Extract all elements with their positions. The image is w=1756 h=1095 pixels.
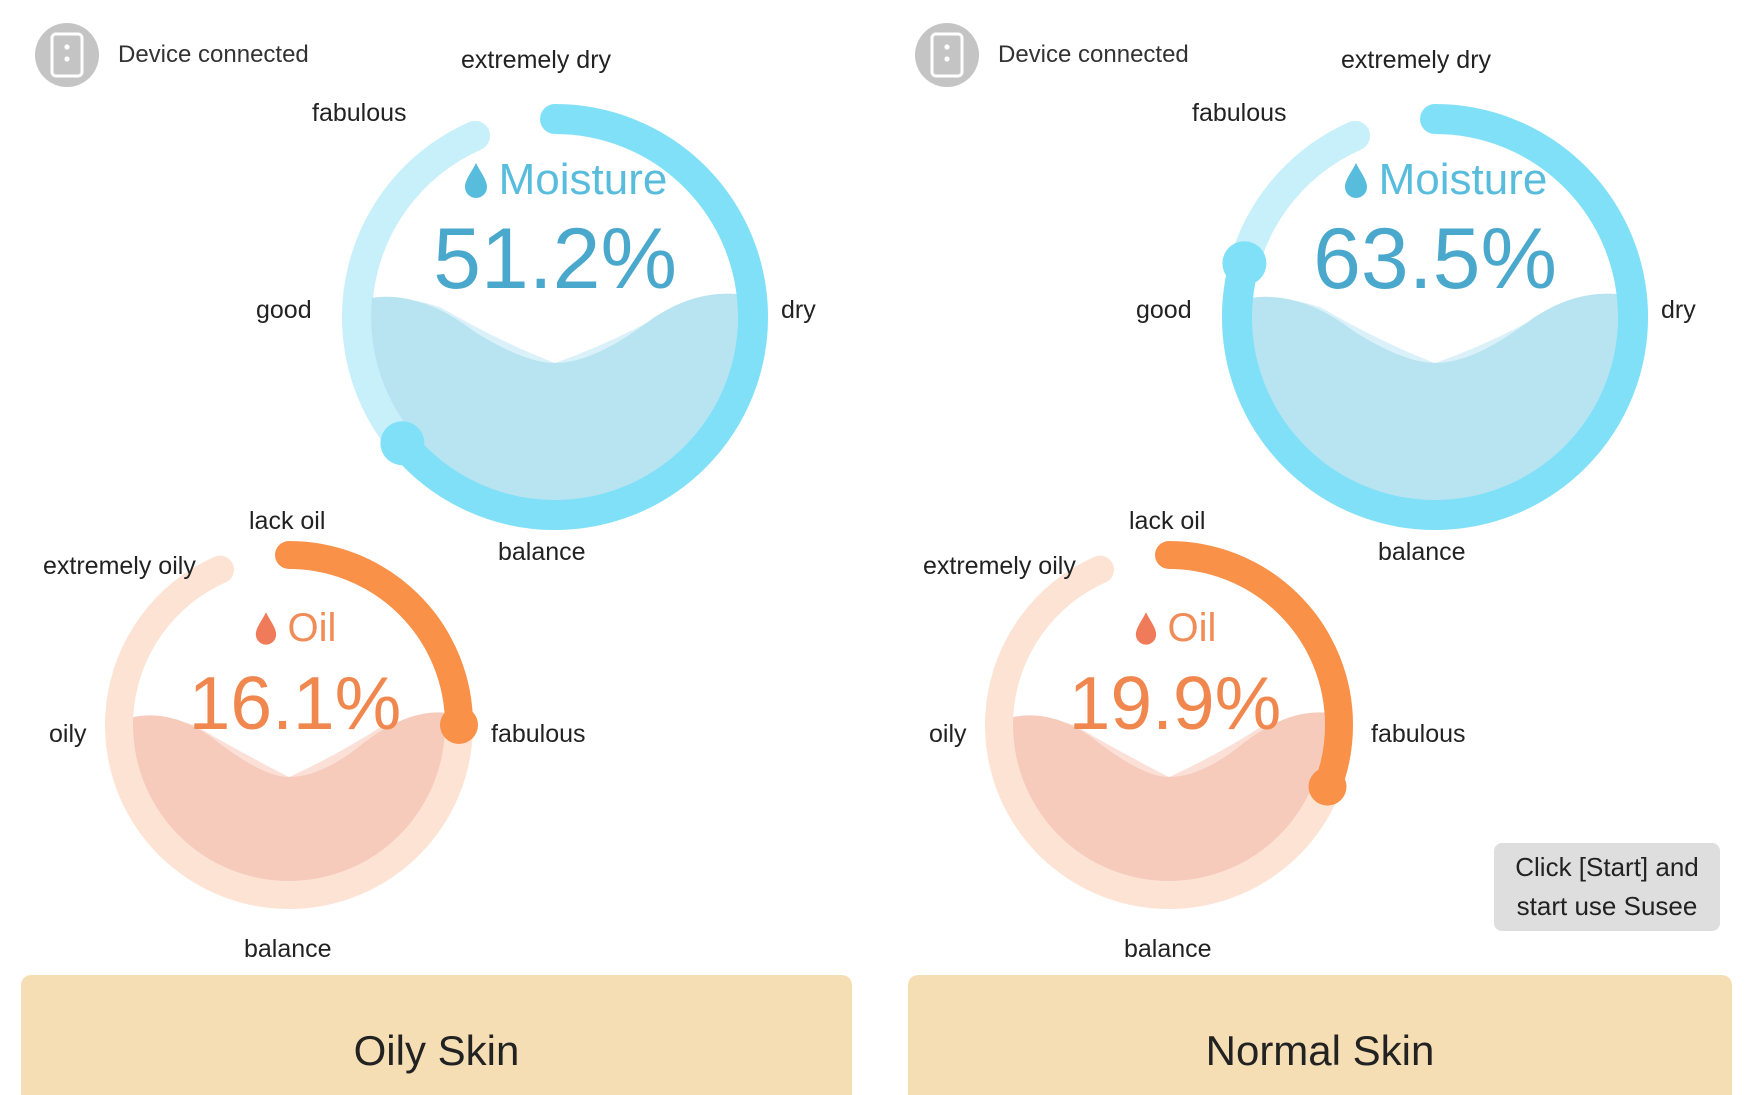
moisture-title: Moisture: [405, 158, 725, 202]
moisture-level-arc: [342, 104, 768, 530]
hint-line-1: Click [Start] and: [1515, 852, 1699, 882]
device-status-text: Device connected: [998, 41, 1189, 68]
water-drop-icon: [1344, 163, 1367, 198]
oil-title-text: Oil: [287, 606, 337, 650]
device-status[interactable]: Device connected: [915, 23, 1189, 87]
moisture-title-text: Moisture: [498, 155, 668, 204]
oil-knob[interactable]: [440, 706, 478, 744]
moisture-label-right: dry: [781, 296, 816, 324]
moisture-label-top: extremely dry: [461, 46, 612, 74]
oil-label-right: fabulous: [491, 720, 586, 748]
oil-label-upper-left: extremely oily: [923, 552, 1076, 580]
oil-label-left: oily: [49, 720, 87, 748]
phone-device-icon: [35, 23, 99, 87]
phone-device-icon: [915, 23, 979, 87]
oil-value: 16.1%: [188, 661, 402, 745]
moisture-label-right: dry: [1661, 296, 1696, 324]
moisture-value: 63.5%: [1313, 211, 1557, 307]
device-status[interactable]: Device connected: [35, 23, 309, 87]
water-drop-icon: [464, 163, 487, 198]
moisture-label-upper-left: fabulous: [1192, 99, 1287, 127]
oil-gauge: [985, 541, 1353, 909]
skin-type-bar[interactable]: Oily Skin: [21, 975, 852, 1095]
oil-label-top: lack oil: [249, 507, 326, 535]
oil-label-top: lack oil: [1129, 507, 1206, 535]
result-panel-normal: Device connected Moisture 63.5% extremel…: [880, 0, 1756, 1095]
result-panel-oily: Device connected Moisture 51.2% extremel…: [0, 0, 880, 1095]
start-hint-tooltip: Click [Start] and start use Susee: [1494, 843, 1720, 931]
hint-line-2: start use Susee: [1516, 891, 1698, 921]
moisture-title: Moisture: [1285, 158, 1605, 202]
oil-title-text: Oil: [1167, 606, 1217, 650]
oil-knob[interactable]: [1308, 767, 1347, 806]
oil-level-arc: [985, 541, 1353, 909]
moisture-knob[interactable]: [1222, 241, 1267, 286]
oil-title: Oil: [190, 608, 400, 648]
skin-type-label: Oily Skin: [353, 1027, 520, 1074]
oil-label-bottom: balance: [244, 935, 332, 963]
oil-drop-icon: [255, 612, 276, 645]
skin-type-bar[interactable]: Normal Skin: [908, 975, 1732, 1095]
moisture-knob[interactable]: [380, 421, 425, 466]
moisture-label-top: extremely dry: [1341, 46, 1492, 74]
moisture-level-arc: [1222, 104, 1648, 530]
oil-title: Oil: [1070, 608, 1280, 648]
moisture-label-bottom: balance: [1378, 538, 1466, 566]
device-status-text: Device connected: [118, 41, 309, 68]
skin-type-label: Normal Skin: [1205, 1027, 1435, 1074]
moisture-label-upper-left: fabulous: [312, 99, 407, 127]
oil-label-left: oily: [929, 720, 967, 748]
moisture-gauge: [342, 104, 768, 530]
oil-gauge: [105, 541, 478, 909]
moisture-label-left: good: [1136, 296, 1192, 324]
oil-label-right: fabulous: [1371, 720, 1466, 748]
moisture-gauge: [1222, 104, 1648, 530]
moisture-label-left: good: [256, 296, 312, 324]
oil-label-upper-left: extremely oily: [43, 552, 196, 580]
oil-drop-icon: [1135, 612, 1156, 645]
moisture-title-text: Moisture: [1378, 155, 1548, 204]
moisture-value: 51.2%: [433, 211, 677, 307]
oil-value: 19.9%: [1068, 661, 1282, 745]
moisture-label-bottom: balance: [498, 538, 586, 566]
oil-label-bottom: balance: [1124, 935, 1212, 963]
